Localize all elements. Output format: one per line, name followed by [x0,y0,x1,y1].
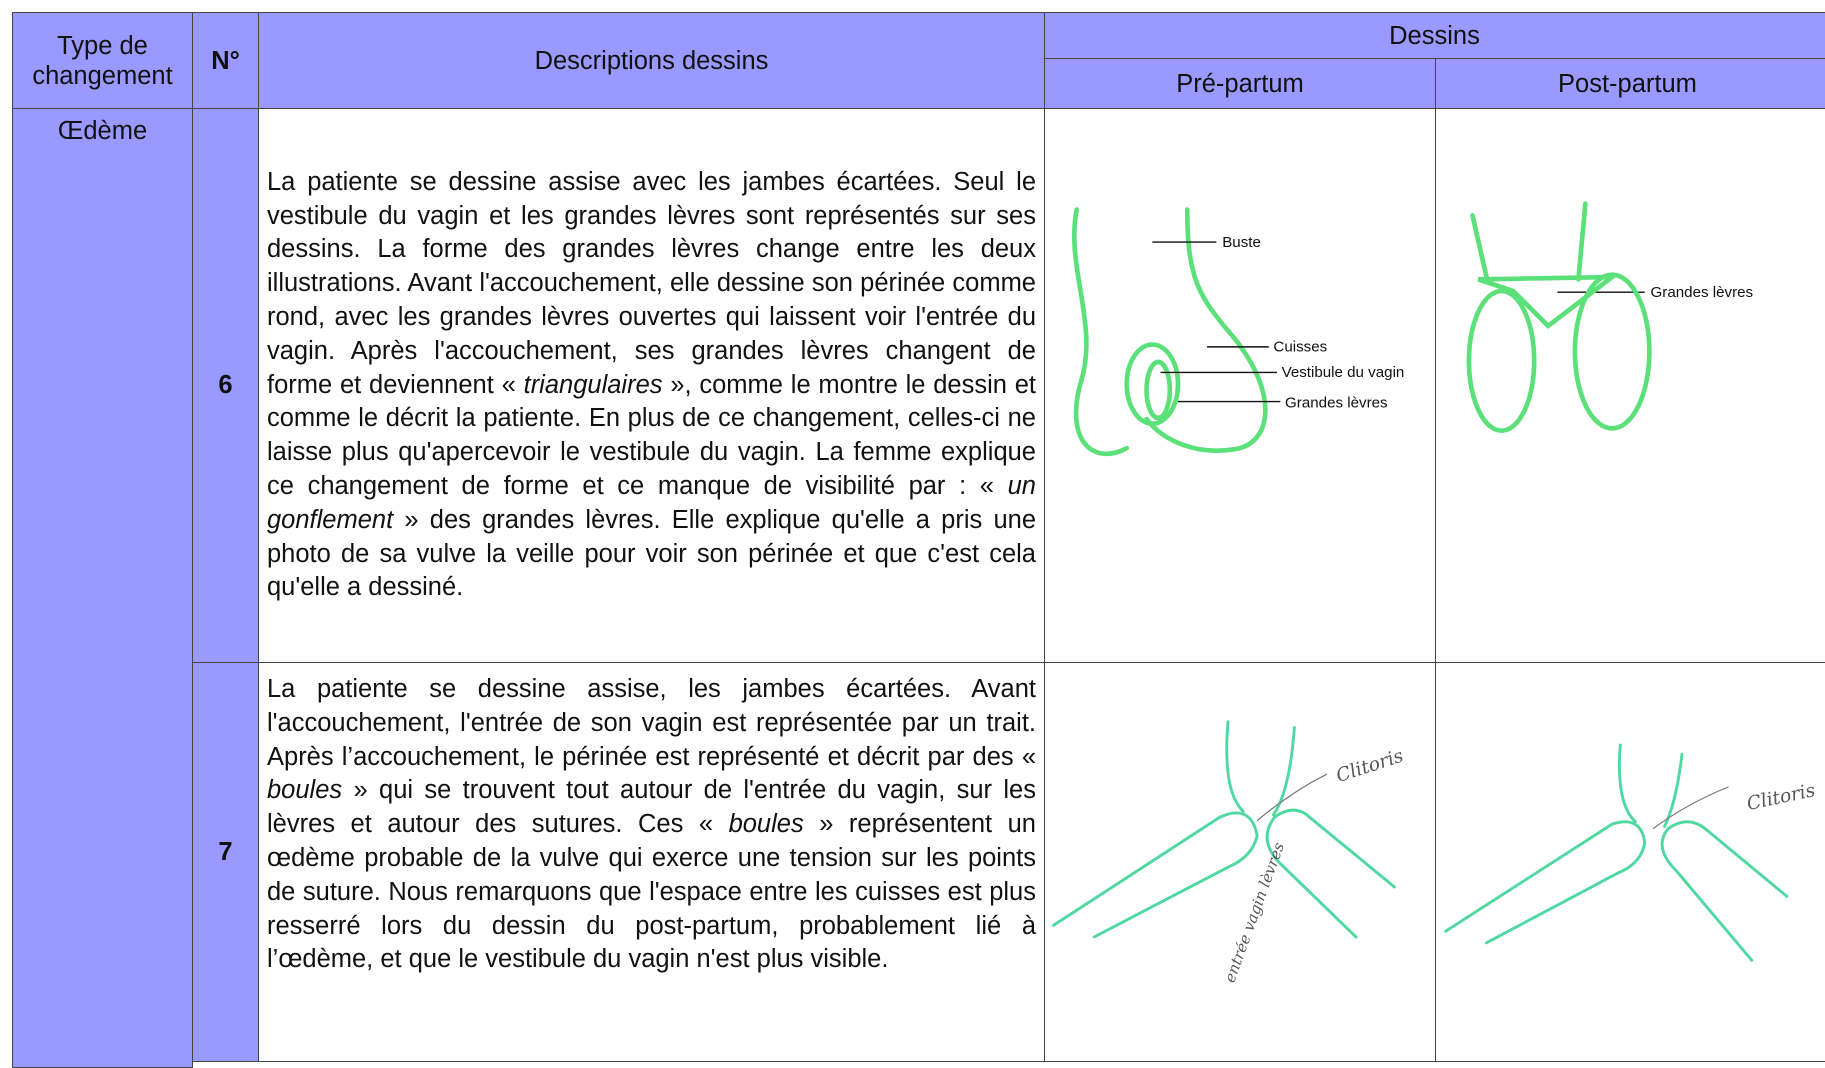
description-text: La patiente se dessine assise avec les j… [267,167,1036,399]
description-cell: La patiente se dessine assise avec les j… [258,108,1045,663]
description: La patiente se dessine assise, les jambe… [267,673,1036,977]
header-number: N° [192,12,259,109]
number-cell: 7 [192,662,259,1062]
drawing-cell [1044,108,1436,663]
drawing-cell [1435,662,1825,1062]
description-text: La patiente se dessine assise, les jambe… [267,675,1036,771]
header-text: Post-partum [1558,69,1697,98]
quoted-term: boules [267,776,343,805]
header-text: Descriptions dessins [534,46,769,75]
quoted-term: boules [728,810,804,839]
drawing-cell [1435,108,1825,663]
quoted-term: un gonflement [267,471,1036,534]
drawing-cell [1044,662,1436,1062]
header-text: Dessins [1389,21,1480,50]
description: La patiente se dessine assise avec les j… [267,166,1036,605]
header-drawings: Dessins [1044,12,1825,59]
description-text: » des grandes lèvres. Elle explique qu'e… [267,505,1036,602]
description-text: » représentent un œdème probable de la v… [267,810,1036,974]
category-text: Œdème [57,117,148,145]
header-text: N° [211,46,240,75]
header-pre: Pré-partum [1044,58,1436,109]
header-post: Post-partum [1435,58,1825,109]
header-description: Descriptions dessins [258,12,1045,109]
description-text: » qui se trouvent tout autour de l'entré… [267,776,1036,839]
row-number: 7 [218,838,233,866]
page: Type de changement N° Descriptions dessi… [12,12,1825,1068]
number-cell: 6 [192,108,259,663]
header-text: Type de changement [32,31,173,90]
header-type: Type de changement [12,12,193,109]
category-cell: Œdème [12,108,193,1068]
description-cell: La patiente se dessine assise, les jambe… [258,662,1045,1062]
quoted-term: triangulaires [523,370,663,399]
description-text: », comme le montre le dessin et comme le… [267,370,1036,500]
row-number: 6 [218,371,233,399]
header-text: Pré-partum [1176,69,1304,98]
